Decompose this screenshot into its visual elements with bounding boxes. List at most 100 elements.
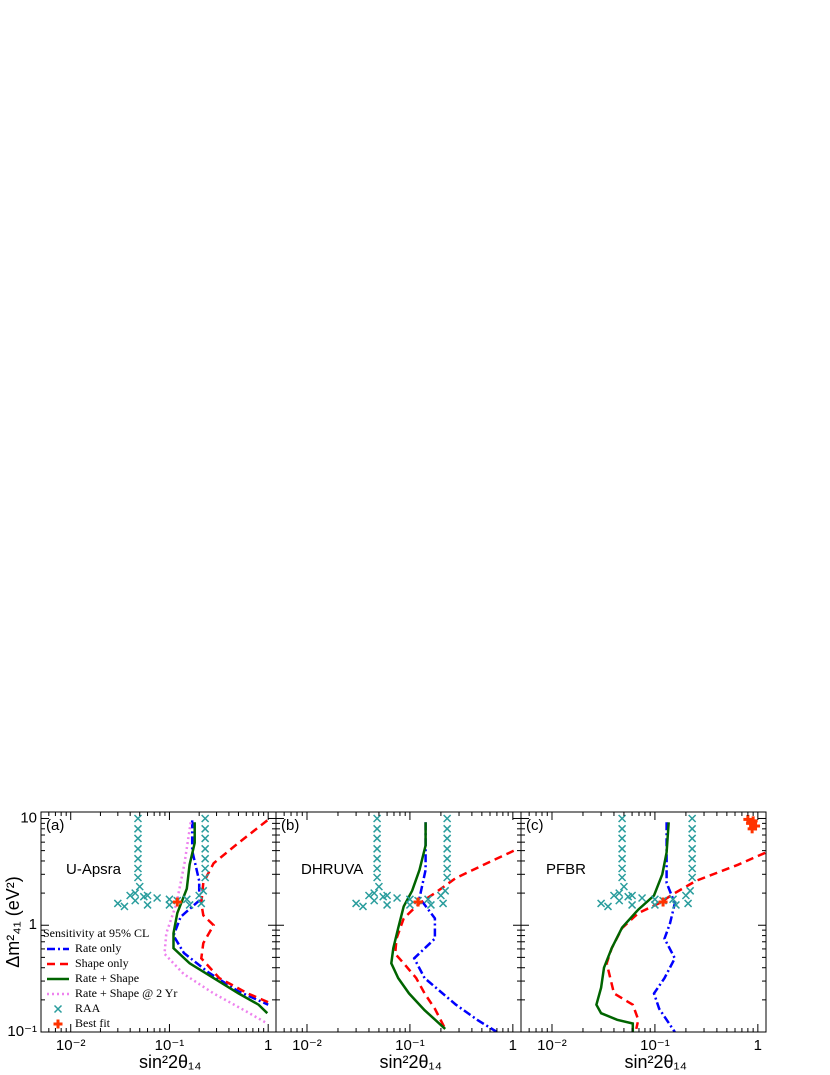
marker-stroke [133,873,143,882]
legend-label: RAA [75,1001,101,1015]
cross-marker [439,899,448,908]
frame [520,811,767,1033]
cross-marker [201,824,210,833]
cross-marker [443,854,452,863]
marker-stroke [603,902,613,911]
marker-stroke [393,893,402,903]
marker-stroke [182,895,191,904]
cross-marker [165,900,174,909]
marker-stroke [439,899,448,908]
marker-stroke [126,891,135,900]
cross-marker [405,900,414,909]
marker-stroke [638,893,647,903]
cross-marker [133,864,143,873]
curve [605,851,766,1030]
cross-marker [443,824,452,833]
curve [199,819,269,1004]
cross-marker [143,900,152,909]
cross-marker [443,834,452,843]
marker-stroke [201,854,210,863]
cross-marker [669,895,678,904]
cross-marker [373,814,382,823]
panel-title: DHRUVA [301,861,363,878]
plus-marker [747,824,757,834]
marker-stroke [609,891,618,900]
x-tick-label: 1 [509,1037,517,1054]
cross-marker [443,873,452,882]
marker-stroke [426,900,435,909]
x-tick-label: 1 [754,1037,762,1054]
cross-marker [443,844,452,853]
legend-swatch [53,1019,63,1029]
cross-marker [618,814,627,823]
marker-stroke [165,900,174,909]
plot-area [113,814,269,1025]
curve [172,820,269,1006]
marker-stroke [688,834,697,843]
plus-marker [658,897,668,907]
curve [412,822,498,1032]
cross-marker [628,891,637,900]
cross-marker [628,900,637,909]
cross-marker [441,886,450,895]
marker-stroke [618,814,627,823]
marker-stroke [686,886,695,895]
plot-area [595,814,766,1032]
cross-marker [185,900,194,909]
cross-marker [133,824,143,833]
cross-marker [603,902,613,911]
marker-stroke [688,873,697,882]
marker-stroke [201,873,210,882]
plus-marker [172,897,182,907]
marker-stroke [143,900,152,909]
panel-label: (c) [526,817,544,834]
marker-stroke [688,864,697,873]
cross-marker [615,896,624,905]
cross-marker [182,895,191,904]
y-tick-label: 1 [29,916,37,933]
cross-marker [131,896,140,905]
x-tick-label: 10⁻¹ [155,1037,185,1054]
marker-stroke [373,814,382,823]
legend-label: Rate + Shape @ 2 Yr [75,986,177,1000]
legend-title: Sensitivity at 95% CL [43,926,149,940]
cross-marker [618,873,627,882]
legend-swatch [53,1004,63,1014]
cross-marker [373,824,382,833]
cross-marker [383,900,392,909]
marker-stroke [443,834,452,843]
marker-stroke [373,864,382,873]
marker-stroke [443,873,452,882]
cross-marker [201,844,210,853]
legend-label: Rate only [75,941,121,955]
curve [652,822,677,1032]
marker-stroke [201,844,210,853]
marker-stroke [358,902,368,911]
marker-stroke [619,882,628,891]
marker-stroke [688,824,697,833]
cross-marker [424,895,433,904]
cross-marker [133,873,143,882]
cross-marker [618,824,627,833]
cross-marker [197,899,206,908]
marker-stroke [373,854,382,863]
legend-label: Shape only [75,956,129,970]
cross-marker [684,899,693,908]
cross-marker [113,899,122,908]
cross-marker [615,889,624,898]
marker-stroke [131,896,140,905]
marker-stroke [618,834,627,843]
marker-stroke [113,899,122,908]
cross-marker [443,864,452,873]
marker-stroke [199,886,208,895]
panel-title: U-Apsra [66,861,122,878]
cross-marker [370,889,379,898]
cross-marker [688,873,697,882]
marker-stroke [443,864,452,873]
cross-marker [373,854,382,863]
cross-marker [383,891,392,900]
plus-marker [413,897,423,907]
marker-stroke [201,864,210,873]
cross-marker [352,899,361,908]
cross-marker [133,844,143,853]
